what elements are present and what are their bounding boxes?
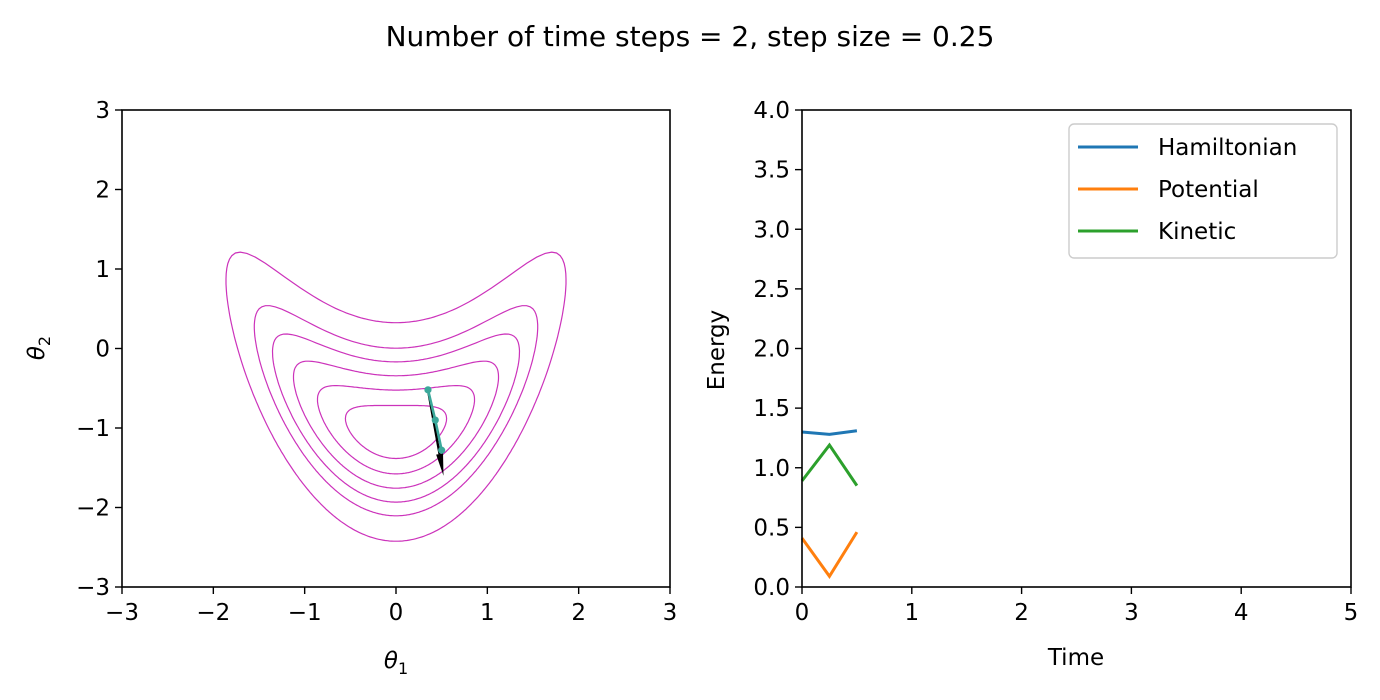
y-tick-label: 3.5 <box>753 158 790 184</box>
x-tick-label: −3 <box>105 600 139 626</box>
energy-x-axis-label: Time <box>1047 645 1104 671</box>
legend: Hamiltonian Potential Kinetic <box>1068 123 1338 259</box>
y-tick-label: 1 <box>95 257 110 283</box>
y-tick-label: −1 <box>76 416 110 442</box>
x-tick-label: −2 <box>196 600 230 626</box>
figure-title: Number of time steps = 2, step size = 0.… <box>386 20 995 53</box>
y-tick-label: 0.5 <box>753 515 790 541</box>
x-tick-label: 0 <box>795 600 810 626</box>
x-tick-label: 0 <box>389 600 404 626</box>
trajectory-point <box>438 446 446 454</box>
x-tick-label: 5 <box>1344 600 1359 626</box>
contour-y-ticks: −3 −2 −1 0 1 2 3 <box>76 98 122 601</box>
x-tick-label: 3 <box>1124 600 1139 626</box>
series-line-potential <box>800 531 859 579</box>
x-tick-label: 1 <box>480 600 495 626</box>
x-tick-label: 1 <box>904 600 919 626</box>
x-tick-label: 2 <box>571 600 586 626</box>
contour-line <box>344 404 448 460</box>
contour-x-axis-label: θ1 <box>384 648 408 678</box>
y-tick-label: 4.0 <box>753 98 790 124</box>
series-line-kinetic <box>800 442 859 487</box>
x-tick-label: 4 <box>1234 600 1249 626</box>
contour-line <box>316 385 476 475</box>
y-tick-label: 0 <box>95 337 110 363</box>
legend-label-kinetic: Kinetic <box>1158 219 1236 245</box>
contour-panel: −3 −2 −1 0 1 2 3 −3 −2 −1 0 1 2 3 θ1 θ2 <box>24 98 677 678</box>
y-tick-label: 0.0 <box>753 575 790 601</box>
contour-line <box>292 360 500 489</box>
trajectory <box>424 386 446 476</box>
y-tick-label: 2.5 <box>753 277 790 303</box>
trajectory-point <box>431 416 439 424</box>
contour-y-axis-label: θ2 <box>24 336 54 360</box>
energy-x-ticks: 0 1 2 3 4 5 <box>795 587 1359 626</box>
x-tick-label: 3 <box>663 600 678 626</box>
trajectory-point <box>424 386 432 394</box>
y-tick-label: −3 <box>76 575 110 601</box>
y-tick-label: 3.0 <box>753 217 790 243</box>
contour-x-ticks: −3 −2 −1 0 1 2 3 <box>105 587 677 626</box>
x-tick-label: 2 <box>1014 600 1029 626</box>
energy-lines <box>800 429 859 579</box>
legend-box <box>1068 123 1338 259</box>
contour-line <box>253 305 539 517</box>
y-tick-label: −2 <box>76 496 110 522</box>
legend-label-potential: Potential <box>1158 177 1259 203</box>
momentum-arrow-head <box>436 453 444 476</box>
energy-y-axis-label: Energy <box>704 310 730 391</box>
contour-lines <box>225 251 567 542</box>
energy-y-ticks: 0.0 0.5 1.0 1.5 2.0 2.5 3.0 3.5 4.0 <box>753 98 802 601</box>
y-tick-label: 2 <box>95 178 110 204</box>
contour-line <box>271 333 521 503</box>
y-tick-label: 2.0 <box>753 337 790 363</box>
y-tick-label: 1.0 <box>753 456 790 482</box>
legend-label-hamiltonian: Hamiltonian <box>1158 135 1297 161</box>
y-tick-label: 3 <box>95 98 110 124</box>
series-line-hamiltonian <box>801 429 858 436</box>
x-tick-label: −1 <box>288 600 322 626</box>
y-tick-label: 1.5 <box>753 396 790 422</box>
contour-line <box>225 251 567 542</box>
